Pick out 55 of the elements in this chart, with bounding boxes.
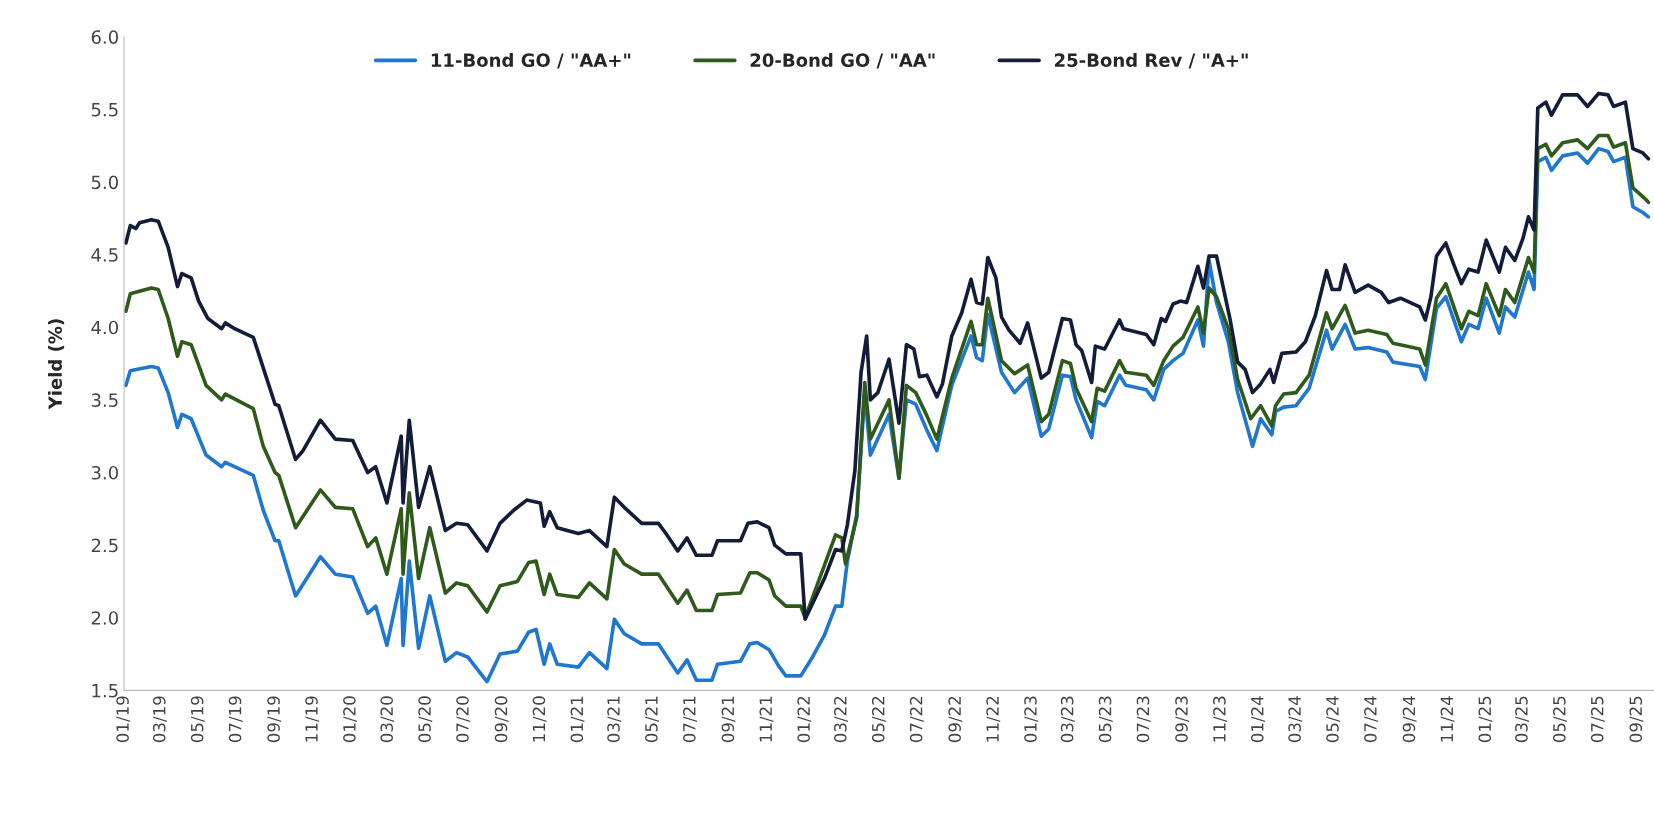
- legend-label: 20-Bond GO / "AA": [750, 53, 935, 69]
- legend-label: 25-Bond Rev / "A+": [1054, 53, 1248, 69]
- x-tick-label: 07/23: [1136, 696, 1151, 743]
- x-tick-label: 09/25: [1629, 696, 1644, 743]
- y-tick-label: 4.5: [91, 248, 118, 262]
- x-tick-label: 03/24: [1288, 696, 1303, 743]
- x-tick-label: 01/21: [570, 696, 585, 743]
- x-tick-label: 01/25: [1478, 696, 1493, 743]
- y-axis-title: Yield (%): [48, 319, 65, 410]
- x-tick-label: 09/23: [1175, 696, 1190, 743]
- y-tick-label: 4.0: [91, 320, 118, 335]
- x-tick-label: 05/20: [418, 696, 433, 743]
- y-tick-label: 2.0: [91, 611, 118, 625]
- x-tick-label: 05/19: [190, 696, 205, 743]
- x-tick-label: 11/24: [1440, 696, 1455, 742]
- x-tick-label: 07/20: [456, 696, 471, 743]
- x-tick-label: 09/21: [721, 696, 736, 743]
- x-tick-label: 01/20: [343, 696, 358, 743]
- x-tick-label: 05/24: [1326, 696, 1341, 743]
- x-tick-label: 05/21: [645, 696, 660, 743]
- x-tick-label: 09/24: [1402, 696, 1417, 743]
- y-tick-label: 2.5: [91, 538, 118, 553]
- x-tick-label: 09/19: [267, 696, 282, 743]
- legend-label: 11-Bond GO / "AA+": [431, 53, 631, 69]
- x-tick-label: 03/20: [380, 696, 395, 743]
- x-tick-label: 01/23: [1024, 696, 1039, 743]
- x-tick-label: 01/24: [1251, 696, 1265, 743]
- x-tick-label: 07/25: [1590, 696, 1605, 743]
- y-tick-label: 6.0: [91, 30, 118, 44]
- x-tick-label: 11/20: [532, 696, 547, 742]
- y-tick-label: 3.0: [91, 465, 118, 480]
- x-tick-label: 11/21: [759, 696, 774, 742]
- y-tick-label: 1.5: [92, 684, 118, 698]
- x-tick-label: 11/22: [986, 696, 1001, 742]
- x-tick-label: 09/20: [494, 696, 509, 743]
- x-tick-label: 07/24: [1364, 696, 1379, 743]
- x-tick-label: 03/25: [1515, 696, 1530, 743]
- x-tick-label: 03/19: [152, 696, 167, 743]
- x-tick-label: 05/22: [871, 696, 886, 743]
- x-tick-label: 07/22: [909, 696, 924, 743]
- x-tick-label: 01/19: [116, 696, 131, 743]
- x-tick-label: 05/23: [1098, 696, 1113, 743]
- x-tick-label: 11/19: [305, 696, 320, 742]
- x-tick-label: 03/21: [607, 696, 622, 743]
- y-tick-label: 5.0: [91, 175, 118, 190]
- x-tick-label: 11/23: [1213, 696, 1228, 742]
- y-tick-label: 5.5: [91, 103, 118, 117]
- x-tick-label: 05/25: [1553, 696, 1567, 743]
- y-tick-label: 3.5: [91, 393, 118, 407]
- x-tick-label: 07/21: [683, 696, 697, 743]
- x-tick-label: 03/22: [834, 696, 848, 743]
- x-tick-label: 07/19: [228, 696, 243, 743]
- x-tick-label: 03/23: [1060, 696, 1075, 743]
- x-tick-label: 09/22: [948, 696, 963, 743]
- x-tick-label: 01/22: [797, 696, 812, 743]
